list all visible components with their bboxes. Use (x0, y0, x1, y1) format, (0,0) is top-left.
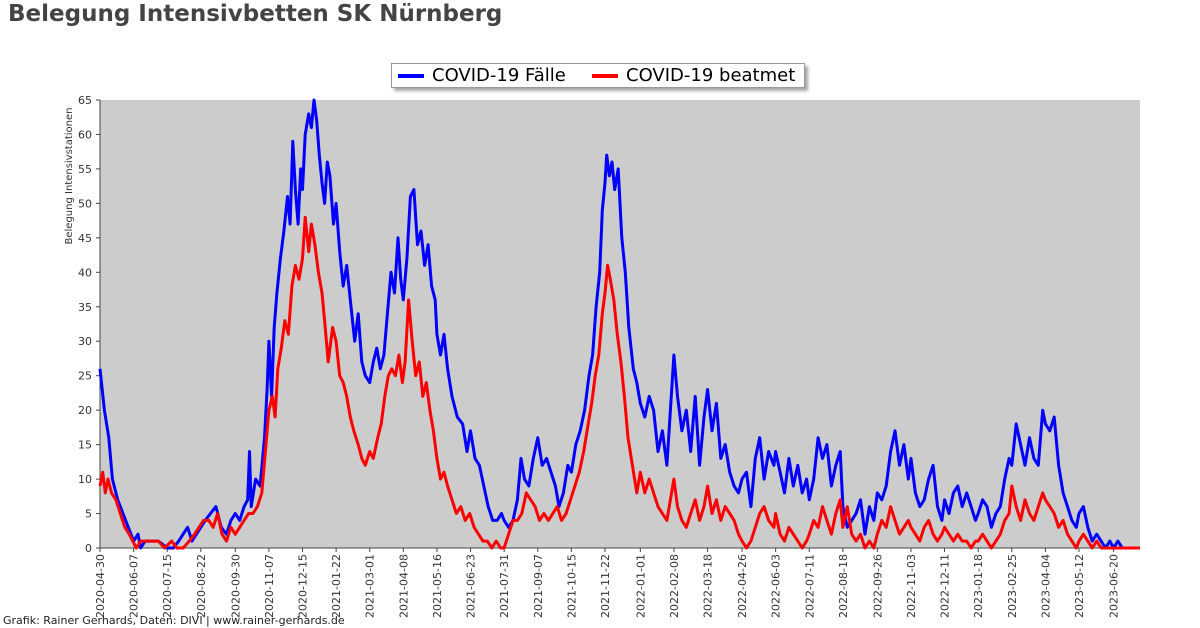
legend: COVID-19 Fälle COVID-19 beatmet (391, 63, 805, 88)
footer-credit: Grafik: Rainer Gerhards, Daten: DIVI | w… (3, 614, 345, 627)
y-tick-label: 35 (78, 301, 92, 314)
x-tick-label: 2023-02-25 (1006, 554, 1019, 618)
legend-label-beatmet: COVID-19 beatmet (626, 65, 796, 86)
x-tick-label: 2020-11-07 (263, 554, 276, 618)
legend-label-faelle: COVID-19 Fälle (432, 65, 566, 86)
x-tick-label: 2022-09-26 (871, 554, 884, 618)
legend-swatch-faelle (398, 73, 424, 78)
x-tick-label: 2022-11-03 (905, 554, 918, 618)
x-tick-label: 2020-04-30 (94, 554, 107, 618)
legend-item-beatmet: COVID-19 beatmet (592, 64, 795, 87)
y-tick-label: 65 (78, 94, 92, 107)
x-tick-label: 2023-01-18 (972, 554, 985, 618)
y-tick-label: 30 (78, 335, 92, 348)
x-tick-label: 2022-02-08 (668, 554, 681, 618)
x-tick-label: 2022-07-11 (803, 554, 816, 618)
y-axis-label: Belegung Intensivstationen (64, 107, 75, 244)
x-tick-label: 2021-01-22 (330, 554, 343, 618)
x-tick-label: 2021-04-08 (397, 554, 410, 618)
legend-swatch-beatmet (592, 73, 618, 78)
x-tick-label: 2020-07-15 (161, 554, 174, 618)
x-tick-label: 2023-05-12 (1073, 554, 1086, 618)
x-tick-label: 2022-12-11 (939, 554, 952, 618)
x-tick-label: 2021-11-22 (599, 554, 612, 618)
x-tick-label: 2023-04-04 (1039, 554, 1052, 618)
y-tick-label: 25 (78, 370, 92, 383)
x-tick-label: 2021-10-15 (565, 554, 578, 618)
x-tick-label: 2022-03-18 (702, 554, 715, 618)
y-tick-label: 50 (78, 197, 92, 210)
x-tick-label: 2023-06-20 (1107, 554, 1120, 618)
x-tick-label: 2020-09-30 (229, 554, 242, 618)
series-group (98, 98, 1140, 550)
y-tick-label: 40 (78, 266, 92, 279)
x-tick-label: 2022-06-03 (770, 554, 783, 618)
x-tick-label: 2020-06-07 (128, 554, 141, 618)
x-tick-label: 2022-08-18 (837, 554, 850, 618)
x-tick-label: 2021-03-01 (364, 554, 377, 618)
x-tick-label: 2021-09-07 (532, 554, 545, 618)
y-tick-label: 20 (78, 404, 92, 417)
axes-group: 0 5 10 15 20 25 30 35 40 45 50 55 60 65 2020-04-30 2020… (78, 94, 1140, 618)
page-title: Belegung Intensivbetten SK Nürnberg (8, 1, 503, 27)
y-tick-label: 60 (78, 128, 92, 141)
x-tick-label: 2020-08-22 (195, 554, 208, 618)
series-line-beatmet (98, 215, 1140, 550)
x-tick-label: 2022-04-26 (736, 554, 749, 618)
x-tick-label: 2021-05-16 (431, 554, 444, 618)
y-tick-label: 10 (78, 473, 92, 486)
y-tick-label: 0 (85, 542, 92, 555)
y-tick-label: 5 (85, 508, 92, 521)
y-tick-label: 15 (78, 439, 92, 452)
x-tick-label: 2022-01-01 (634, 554, 647, 618)
x-tick-label: 2021-07-31 (498, 554, 511, 618)
x-tick-label: 2021-06-23 (465, 554, 478, 618)
y-tick-label: 45 (78, 232, 92, 245)
y-tick-label: 55 (78, 163, 92, 176)
legend-item-faelle: COVID-19 Fälle (398, 64, 566, 87)
x-tick-label: 2020-12-15 (297, 554, 310, 618)
series-line-faelle (98, 98, 1140, 550)
